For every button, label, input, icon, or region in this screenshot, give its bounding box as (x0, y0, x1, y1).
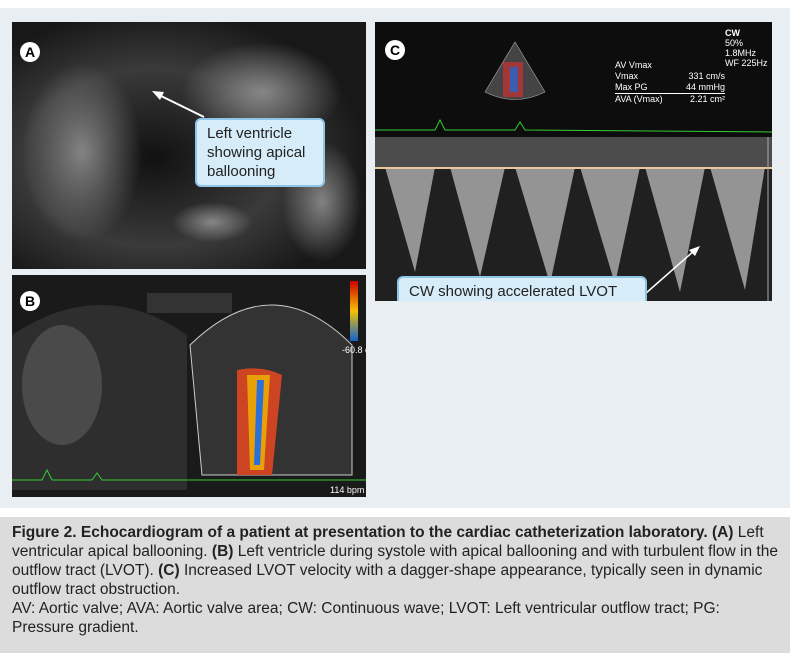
measurement-value: 2.21 cm² (689, 94, 725, 104)
caption-segment: (B) (211, 543, 234, 560)
heart-rate: 114 bpm (330, 485, 365, 495)
settings: CW 50% 1.8MHz WF 225Hz (725, 28, 768, 68)
caption-segment: Left ventricular apical ballooning. (12, 524, 764, 560)
echo-image (12, 275, 366, 497)
measurement-row: Max PG 44 mmHg (615, 82, 725, 93)
measurements: AV Vmax Vmax 331 cm/s Max PG 44 mmHg AVA (Vma… (615, 60, 725, 105)
measurement-name: AV Vmax (615, 60, 652, 70)
measurement-row: Vmax 331 cm/s (615, 71, 725, 82)
measurement-name: AVA (Vmax) (615, 94, 663, 104)
caption-text: Figure 2. Echocardiogram of a patient at… (12, 523, 778, 599)
measurement-value: 44 mmHg (685, 82, 725, 92)
setting: 50% (725, 38, 744, 48)
measurement-row: AV Vmax (615, 60, 725, 71)
setting: WF 225Hz (725, 58, 768, 68)
caption-segment: (C) (158, 562, 180, 579)
panel-label: C (385, 40, 405, 60)
abbreviations: AV: Aortic valve; AVA: Aortic valve area… (12, 600, 720, 636)
caption-segment: Figure 2. Echocardiogram of a patient at… (12, 524, 734, 541)
figure: A Left ventricle showing apical ballooni… (0, 8, 790, 508)
doppler-image (375, 41, 772, 301)
measurement-value: 331 cm/s (688, 71, 725, 81)
measurement-name: Max PG (615, 82, 648, 92)
mode: CW (725, 28, 740, 38)
caption-segment: Increased LVOT velocity with a dagger-sh… (12, 562, 763, 598)
callout: Left ventricle showing apical ballooning (195, 118, 325, 187)
panel-a: A Left ventricle showing apical ballooni… (12, 22, 366, 269)
panel-label: A (20, 42, 40, 62)
measurement-name: Vmax (615, 71, 639, 81)
scale-label: -60.8 cm/s (342, 345, 366, 355)
setting: 1.8MHz (725, 48, 757, 58)
caption-segment: Left ventricle during systole with apica… (12, 543, 778, 579)
callout: CW showing accelerated LVOT velocity res… (397, 276, 647, 301)
panel-c: C CW 50% 1.8MHz WF 225Hz AV Vmax Vmax 331 … (375, 22, 772, 301)
caption: Figure 2. Echocardiogram of a patient at… (0, 517, 790, 653)
panel-b: B -60.8 cm/s 114 bpm (12, 275, 366, 497)
panel-label: B (20, 291, 40, 311)
measurement-row: AVA (Vmax) 2.21 cm² (615, 93, 725, 105)
